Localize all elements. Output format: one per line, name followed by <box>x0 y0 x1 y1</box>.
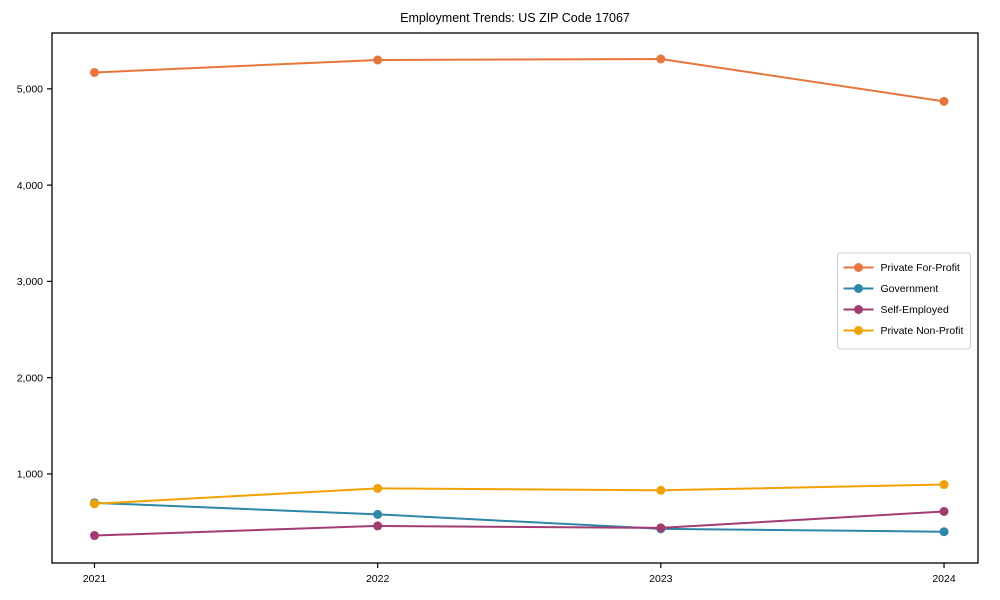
plot-area: 1,000 2,000 3,000 4,000 5,000 2021 2022 2023 202… <box>17 54 956 585</box>
marker-government-2022 <box>373 509 383 519</box>
marker-private-for-profit-2023 <box>656 54 666 64</box>
series-line-government <box>93 501 946 533</box>
legend-label-government: Government <box>881 283 939 295</box>
legend-item-government: Government <box>843 283 939 295</box>
marker-government-2024 <box>939 527 949 537</box>
x-tick-label: 2021 <box>83 573 107 585</box>
marker-private-non-profit-2021 <box>89 499 99 509</box>
chart-title: Employment Trends: US ZIP Code 17067 <box>400 11 630 25</box>
marker-private-for-profit-2021 <box>89 67 99 77</box>
plot-frame <box>51 32 979 564</box>
legend-marker-icon-government <box>854 284 863 293</box>
y-tick-label: 2,000 <box>17 372 43 384</box>
legend-item-private-for-profit: Private For-Profit <box>843 262 960 274</box>
series-line-private-for-profit <box>93 57 946 103</box>
legend-label-private-non-profit: Private Non-Profit <box>881 325 964 337</box>
x-tick-label: 2022 <box>366 573 390 585</box>
marker-self-employed-2022 <box>373 521 383 531</box>
series-line-self-employed <box>93 510 946 537</box>
legend-marker-icon-private-for-profit <box>854 263 863 272</box>
marker-self-employed-2021 <box>89 531 99 541</box>
legend-item-private-non-profit: Private Non-Profit <box>843 325 964 337</box>
legend-box <box>837 252 971 350</box>
x-tick-label: 2023 <box>649 573 673 585</box>
y-tick-label: 1,000 <box>17 469 43 481</box>
y-tick-label: 4,000 <box>17 180 43 192</box>
marker-private-for-profit-2024 <box>939 96 949 106</box>
y-tick-label: 3,000 <box>17 276 43 288</box>
legend: Private For-Profit Government Self-Employe… <box>837 252 971 350</box>
marker-private-non-profit-2023 <box>656 485 666 495</box>
legend-marker-icon-private-non-profit <box>854 326 863 335</box>
y-tick-label: 5,000 <box>17 84 43 96</box>
marker-private-non-profit-2022 <box>373 483 383 493</box>
legend-label-private-for-profit: Private For-Profit <box>881 262 960 274</box>
legend-marker-icon-self-employed <box>854 305 863 314</box>
marker-private-non-profit-2024 <box>939 480 949 490</box>
series-line-private-non-profit <box>93 483 946 505</box>
legend-label-self-employed: Self-Employed <box>881 304 949 316</box>
marker-self-employed-2024 <box>939 506 949 516</box>
marker-self-employed-2023 <box>656 523 666 533</box>
legend-item-self-employed: Self-Employed <box>843 304 949 316</box>
marker-private-for-profit-2022 <box>373 55 383 65</box>
x-tick-label: 2024 <box>932 573 956 585</box>
